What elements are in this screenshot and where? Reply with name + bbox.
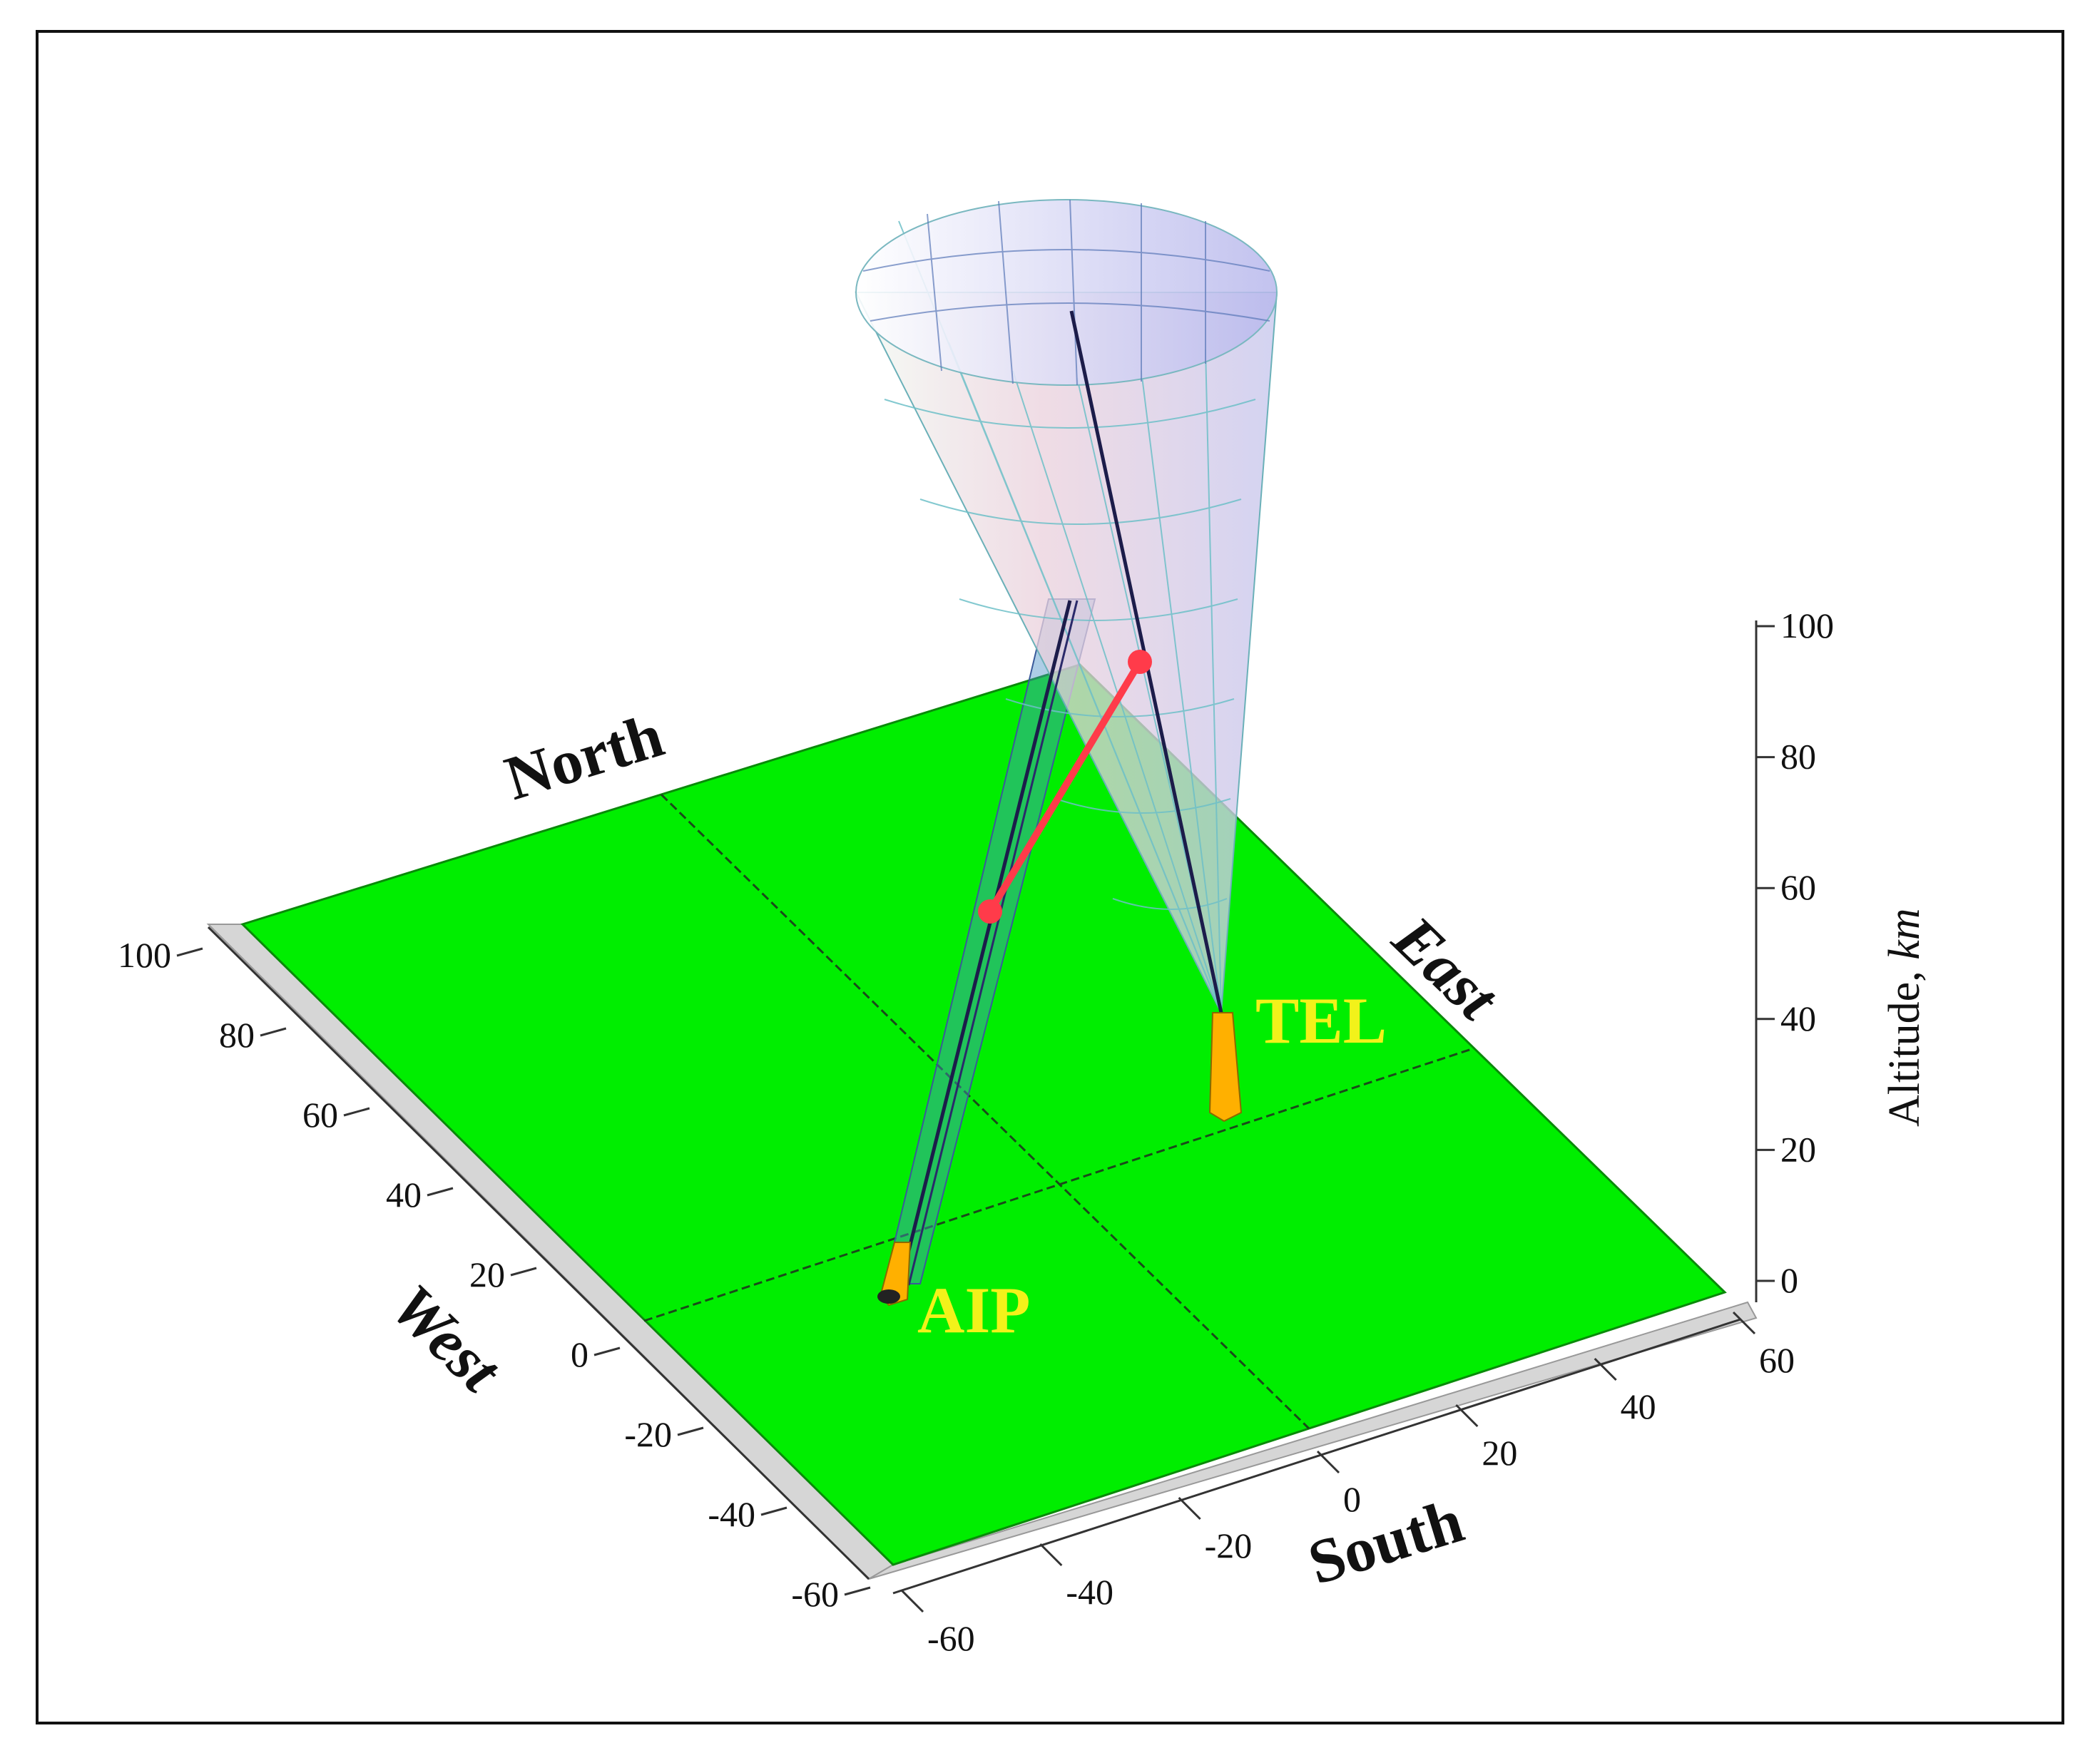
altitude-tick-label: 0 bbox=[1780, 1260, 1798, 1300]
intersection-connector bbox=[987, 660, 1143, 914]
aip-sight-line bbox=[898, 600, 1072, 1286]
west-tick-label: 0 bbox=[571, 1334, 588, 1374]
west-tick-label: 40 bbox=[386, 1175, 422, 1215]
altitude-tick-label: 100 bbox=[1780, 605, 1834, 645]
cone-gridlines bbox=[884, 220, 1256, 1013]
direction-south: South bbox=[1300, 1486, 1471, 1598]
west-tick-label: -40 bbox=[708, 1494, 755, 1534]
south-tick-label: -60 bbox=[927, 1618, 975, 1658]
south-tick bbox=[1316, 1450, 1340, 1474]
south-tick-label: 60 bbox=[1759, 1340, 1795, 1380]
south-axis-ticks: -60 -40 -20 0 20 40 60 bbox=[900, 1311, 1795, 1658]
west-tick bbox=[427, 1187, 454, 1197]
south-tick-label: 0 bbox=[1343, 1479, 1361, 1519]
ground-gridline bbox=[643, 1047, 1474, 1322]
figure-border bbox=[36, 30, 2064, 1724]
west-tick-label: 20 bbox=[469, 1254, 505, 1294]
south-axis-line bbox=[892, 1318, 1741, 1595]
aip-sight-line-2 bbox=[907, 600, 1079, 1286]
altitude-axis-title-unit: km bbox=[1880, 909, 1929, 960]
west-tick bbox=[260, 1027, 287, 1037]
altitude-axis-title: Altitude, km bbox=[1880, 909, 1929, 1128]
west-tick bbox=[593, 1346, 621, 1356]
south-tick bbox=[1039, 1543, 1063, 1567]
tel-camera-marker bbox=[1208, 1012, 1243, 1123]
south-tick-label: -40 bbox=[1066, 1572, 1113, 1612]
ground-plane bbox=[240, 663, 1727, 1566]
west-tick-label: -20 bbox=[624, 1414, 672, 1454]
west-tick bbox=[677, 1426, 704, 1436]
west-tick bbox=[176, 947, 203, 957]
site-label-tel: TEL bbox=[1255, 984, 1387, 1057]
west-tick bbox=[844, 1586, 871, 1596]
altitude-tick-label: 80 bbox=[1780, 737, 1816, 777]
ground-gridline bbox=[660, 793, 1310, 1430]
south-tick bbox=[1594, 1357, 1617, 1381]
west-tick bbox=[510, 1267, 537, 1277]
altitude-tick-label: 40 bbox=[1780, 998, 1816, 1038]
altitude-tick-label: 60 bbox=[1780, 867, 1816, 907]
south-tick bbox=[900, 1589, 924, 1613]
west-tick bbox=[343, 1107, 370, 1117]
south-tick bbox=[1178, 1496, 1201, 1521]
intersection-point-aip bbox=[978, 899, 1002, 924]
west-axis-ticks: -60 -40 -20 0 20 40 60 80 100 bbox=[118, 935, 871, 1614]
ground-slab-bottom bbox=[868, 1301, 1758, 1580]
site-label-aip: AIP bbox=[917, 1274, 1030, 1346]
altitude-axis-title-text: Altitude, bbox=[1880, 960, 1929, 1127]
aip-camera-marker bbox=[877, 1242, 912, 1307]
south-tick-label: 40 bbox=[1621, 1386, 1656, 1426]
south-tick bbox=[1455, 1404, 1479, 1428]
west-tick-label: 60 bbox=[302, 1095, 338, 1135]
intersection-point-tel bbox=[1128, 650, 1152, 674]
south-tick-label: -20 bbox=[1205, 1525, 1253, 1565]
west-tick bbox=[760, 1506, 788, 1516]
direction-north: North bbox=[497, 701, 671, 814]
altitude-tick-label: 20 bbox=[1780, 1129, 1816, 1169]
altitude-axis-ticks: 0 20 40 60 80 100 bbox=[1756, 605, 1834, 1300]
south-tick bbox=[1732, 1311, 1756, 1335]
west-tick-label: 100 bbox=[118, 935, 171, 975]
west-tick-label: 80 bbox=[219, 1015, 255, 1055]
west-axis-line bbox=[207, 926, 870, 1580]
cone-top-gridlines bbox=[862, 199, 1270, 386]
tel-cone-top bbox=[855, 199, 1278, 386]
west-tick-label: -60 bbox=[791, 1574, 839, 1614]
south-tick-label: 20 bbox=[1482, 1433, 1517, 1473]
